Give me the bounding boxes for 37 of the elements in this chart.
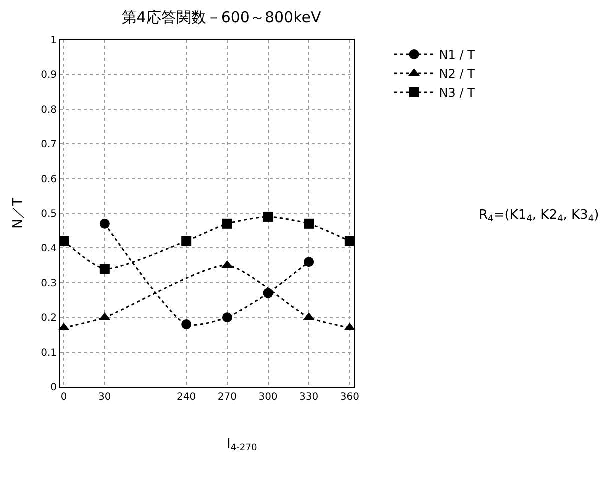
y-tick-label: 0.1 xyxy=(41,348,57,359)
point xyxy=(182,236,192,246)
legend-label: N3 / T xyxy=(439,86,476,100)
x-tick-label: 30 xyxy=(98,392,112,403)
x-tick-label: 240 xyxy=(177,392,196,403)
y-tick-label: 1 xyxy=(50,36,57,46)
legend-label: N1 / T xyxy=(439,48,476,62)
point xyxy=(263,288,274,298)
x-tick-label: 360 xyxy=(340,392,360,403)
text: I$_{4-270}$ xyxy=(227,437,258,454)
x-tick-label: 300 xyxy=(258,392,278,403)
y-tick-label: 0.4 xyxy=(41,244,57,255)
y-tick-label: 0.3 xyxy=(41,278,57,290)
point xyxy=(100,264,110,274)
y-tick-label: 0.9 xyxy=(41,70,57,82)
point xyxy=(344,236,355,246)
y-tick-label: 0.8 xyxy=(41,104,57,116)
point xyxy=(304,218,314,229)
point xyxy=(304,257,314,268)
point xyxy=(100,218,110,229)
y-tick-label: 0.7 xyxy=(41,140,57,151)
y-tick-label: 0.5 xyxy=(41,209,57,220)
legend-label: N2 / T xyxy=(439,67,476,82)
x-tick-label: 0 xyxy=(60,392,68,403)
y-axis-title: N／T xyxy=(11,198,26,229)
y-tick-label: 0 xyxy=(50,382,57,394)
point xyxy=(59,236,70,246)
x-tick-label: 330 xyxy=(300,392,319,403)
point xyxy=(263,212,274,222)
point xyxy=(222,312,232,323)
text: R$_{4}$=(K1$_{4}$, K2$_{4}$, K3$_{4}$) xyxy=(479,208,600,225)
y-tick-label: 0.2 xyxy=(41,313,57,324)
x-tick-label: 270 xyxy=(218,392,237,403)
chart-title: 第4応答関数－600～800keV xyxy=(122,8,322,26)
point xyxy=(182,320,192,330)
y-tick-label: 0.6 xyxy=(41,174,57,186)
point xyxy=(222,218,232,229)
